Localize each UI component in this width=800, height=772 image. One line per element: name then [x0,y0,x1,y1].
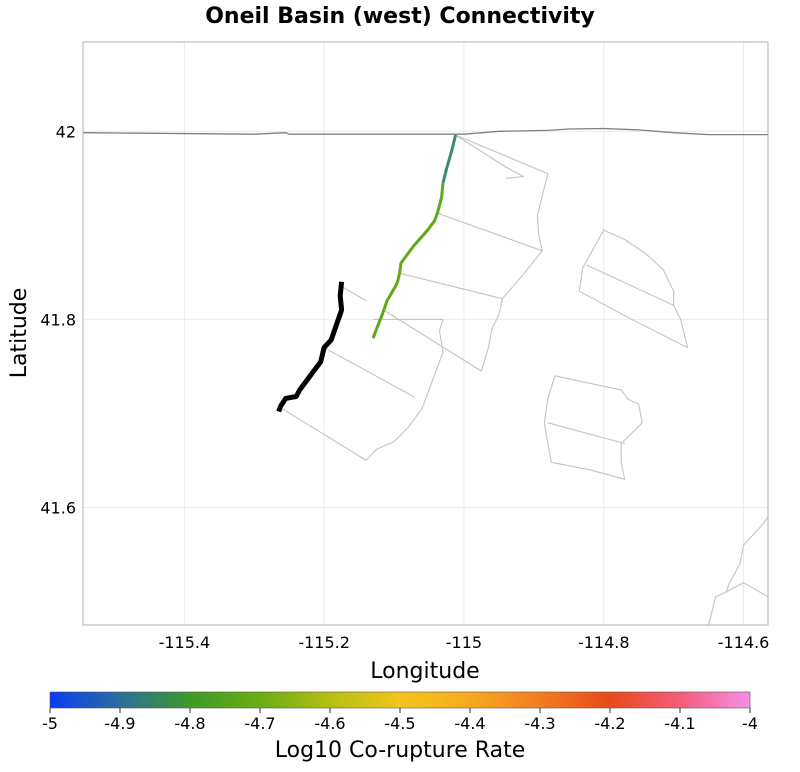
colorbar-tick-label: -4.9 [104,714,135,733]
oneil-basin-line-3 [383,309,482,372]
y-tick-label: 41.8 [40,310,76,329]
colorbar-tick-label: -4.5 [384,714,415,733]
y-tick-label: 42 [56,122,76,141]
fault-outlines [281,134,768,625]
colorbar-tick-label: -4.4 [454,714,485,733]
colorbar-tick-label: -4.8 [174,714,205,733]
colorbar-tick-label: -4.6 [314,714,345,733]
colorbar [49,691,751,709]
colorbar-tick-label: -4.1 [664,714,695,733]
fault-traces [276,134,458,413]
southeast-fault [708,516,768,625]
oneil-basin-line-5 [323,347,416,398]
oneil-basin-east-line [586,264,674,306]
y-axis-ticks: 41.6 41.8 42 [40,122,76,517]
y-tick-label: 41.6 [40,498,76,517]
x-tick-label: -115.2 [298,633,350,652]
colorbar-tick-label: -4 [742,714,758,733]
colorbar-tick-label: -4.2 [594,714,625,733]
x-axis-label: Longitude [370,659,479,684]
oneil-basin-line-2 [399,272,503,300]
oneil-basin-surface-1 [455,134,549,300]
plot-area [83,42,768,625]
x-tick-label: -115.4 [159,633,211,652]
southeast-fault-line [725,582,768,598]
x-tick-label: -115 [446,633,482,652]
colorbar-tick-label: -5 [42,714,58,733]
oneil-basin-west [276,281,345,413]
oneil-basin-line-7 [341,286,367,302]
colorbar-ticks: -5 -4.9 -4.8 -4.7 -4.6 -4.5 -4.4 -4.3 -4.2 -4.1 -4 [42,708,758,733]
state-border [83,127,768,136]
oneil-basin-middle [371,182,445,339]
oneil-basin-subsection-2 [455,134,524,179]
oneil-basin-line-6 [281,408,367,461]
plot-frame [82,41,769,626]
colorbar-tick-label: -4.3 [524,714,555,733]
oneil-basin-north [441,134,458,184]
x-tick-label: -114.6 [718,633,770,652]
oneil-basin-east-2-line [547,422,625,445]
colorbar-label: Log10 Co-rupture Rate [275,738,526,763]
x-axis-ticks: -115.4 -115.2 -115 -114.8 -114.6 [159,633,770,652]
y-axis-label: Latitude [7,288,32,379]
oneil-basin-east-2 [543,375,643,480]
oneil-basin-surface-3 [365,319,444,461]
chart-title: Oneil Basin (west) Connectivity [205,4,595,29]
oneil-basin-line-1 [437,212,543,252]
oneil-basin-surface-2 [480,298,503,372]
x-tick-label: -114.8 [578,633,630,652]
colorbar-tick-label: -4.7 [244,714,275,733]
state-border-group [83,127,768,136]
